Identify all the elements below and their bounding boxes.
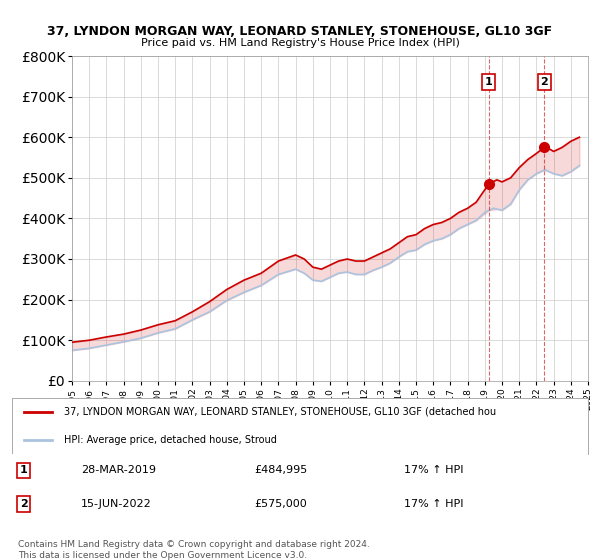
Text: HPI: Average price, detached house, Stroud: HPI: Average price, detached house, Stro… — [64, 435, 277, 445]
Text: 2: 2 — [541, 77, 548, 87]
Text: 28-MAR-2019: 28-MAR-2019 — [81, 465, 156, 475]
Text: Contains HM Land Registry data © Crown copyright and database right 2024.
This d: Contains HM Land Registry data © Crown c… — [18, 540, 370, 560]
Text: 2: 2 — [20, 499, 28, 509]
Text: 37, LYNDON MORGAN WAY, LEONARD STANLEY, STONEHOUSE, GL10 3GF: 37, LYNDON MORGAN WAY, LEONARD STANLEY, … — [47, 25, 553, 38]
Text: 17% ↑ HPI: 17% ↑ HPI — [404, 465, 463, 475]
Text: 1: 1 — [485, 77, 493, 87]
Text: 37, LYNDON MORGAN WAY, LEONARD STANLEY, STONEHOUSE, GL10 3GF (detached hou: 37, LYNDON MORGAN WAY, LEONARD STANLEY, … — [64, 407, 496, 417]
Text: £484,995: £484,995 — [254, 465, 307, 475]
Text: Price paid vs. HM Land Registry's House Price Index (HPI): Price paid vs. HM Land Registry's House … — [140, 38, 460, 48]
Text: £575,000: £575,000 — [254, 499, 307, 509]
Text: 17% ↑ HPI: 17% ↑ HPI — [404, 499, 463, 509]
Text: 15-JUN-2022: 15-JUN-2022 — [81, 499, 152, 509]
Text: 1: 1 — [20, 465, 28, 475]
